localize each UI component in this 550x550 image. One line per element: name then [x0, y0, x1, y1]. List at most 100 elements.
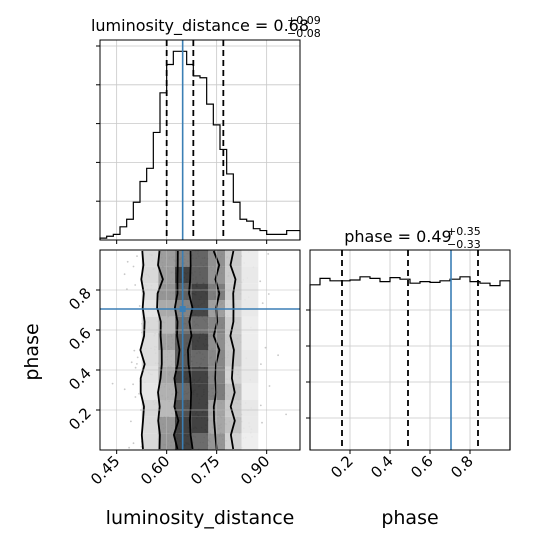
density-cell — [225, 400, 242, 417]
scatter-point — [285, 413, 287, 416]
density-cell — [191, 416, 209, 434]
density-cell — [191, 433, 209, 450]
hist3-xtick-label-1: 0.4 — [367, 452, 397, 482]
scatter-point — [133, 349, 136, 352]
scatter-point — [130, 361, 133, 364]
scatter-point — [130, 420, 132, 423]
scatter-point — [96, 432, 98, 434]
contour-2-right — [229, 250, 237, 450]
scatter-point — [136, 363, 138, 365]
scatter-point — [134, 396, 137, 398]
phase-histogram-step — [309, 276, 511, 450]
contour-2-left — [139, 250, 146, 450]
scatter-point — [260, 363, 262, 365]
scatter-point — [261, 421, 263, 424]
density-cell — [241, 283, 259, 300]
joint-ytick-label-1: 0.4 — [65, 364, 95, 394]
luminosity-distance-histogram-step — [99, 50, 301, 240]
luminosity-distance-title-name: luminosity_distance — [91, 16, 250, 36]
density-cell — [141, 283, 159, 300]
luminosity-distance-histogram-frame — [99, 39, 301, 241]
scatter-point — [138, 305, 141, 307]
density-cell — [241, 433, 259, 450]
scatter-point — [132, 442, 135, 445]
density-cell — [241, 333, 259, 350]
density-cell — [141, 266, 159, 284]
phase-title: phase = 0.49 — [344, 227, 451, 246]
contour-0-right — [187, 250, 194, 450]
scatter-point — [267, 253, 270, 255]
density-cell — [225, 333, 242, 350]
x-axis-label-luminosity-distance: luminosity_distance — [106, 507, 295, 529]
density-cell — [191, 266, 209, 284]
density-cell — [191, 383, 209, 400]
scatter-point — [132, 265, 135, 268]
density-cell — [241, 250, 259, 267]
joint-xtick-label-0: 0.45 — [87, 452, 123, 488]
density-cell — [141, 433, 159, 450]
joint-xtick-label-1: 0.60 — [137, 452, 173, 488]
density-cell — [191, 350, 209, 367]
hist3-xtick-label-3: 0.8 — [447, 452, 477, 482]
luminosity-distance-quantile-lines — [165, 40, 225, 240]
density-cell — [225, 250, 242, 267]
scatter-point — [136, 255, 138, 257]
density-cell — [141, 333, 159, 350]
scatter-point — [123, 273, 126, 276]
joint-ytick-label-3: 0.8 — [65, 284, 95, 314]
density-cell — [225, 433, 242, 450]
contour-1-left — [156, 250, 164, 450]
scatter-point — [138, 392, 141, 395]
luminosity-distance-title-eq: = — [250, 16, 274, 35]
joint-frame — [99, 249, 301, 451]
density-cell — [241, 266, 259, 284]
density-cell — [241, 366, 259, 384]
density-cell — [141, 400, 159, 417]
density-cell — [141, 366, 159, 384]
scatter-point — [123, 388, 126, 391]
phase-quantile-lines — [341, 250, 479, 450]
hist3-xtick-label-2: 0.6 — [407, 452, 437, 482]
scatter-point — [277, 354, 279, 357]
luminosity-distance-median: 0.68 — [273, 16, 309, 35]
joint-y-ticks: 0.2 0.4 0.6 0.8 — [65, 284, 100, 434]
scatter-point — [128, 446, 131, 449]
density-cell — [191, 366, 209, 384]
phase-err-minus: −0.33 — [447, 238, 481, 251]
luminosity-distance-histogram-panel: luminosity_distance = 0.68 +0.09 −0.08 — [91, 14, 321, 244]
density-cell — [141, 416, 159, 434]
density-cell — [225, 366, 242, 384]
scatter-point — [111, 382, 114, 385]
joint-xtick-label-2: 0.75 — [187, 452, 223, 488]
hist3-xtick-label-0: 0.2 — [327, 452, 357, 482]
phase-title-eq: = — [393, 227, 417, 246]
joint-x-ticks: 0.45 0.60 0.75 0.90 — [87, 450, 273, 488]
scatter-point — [259, 280, 262, 283]
density-cell — [241, 416, 259, 434]
phase-median: 0.49 — [416, 227, 452, 246]
scatter-point — [98, 401, 100, 403]
density-cell — [241, 383, 259, 400]
density-cell — [191, 316, 209, 334]
density-cell — [141, 316, 159, 334]
density-cell — [191, 283, 209, 300]
contour-0-left — [173, 250, 181, 450]
density-cell — [141, 350, 159, 367]
joint-ytick-label-0: 0.2 — [65, 404, 95, 434]
scatter-point — [126, 288, 128, 290]
density-cell — [241, 350, 259, 367]
scatter-point — [134, 366, 137, 369]
density-cell — [191, 333, 209, 350]
scatter-point — [267, 293, 270, 295]
density-cell — [141, 383, 159, 400]
phase-histogram-grid — [310, 250, 510, 450]
luminosity-distance-histogram-ticks — [96, 45, 268, 244]
phase-histogram-panel: 0.2 0.4 0.6 0.8 phase = 0.49 +0.35 −0.33 ph… — [306, 225, 511, 529]
density-cell — [191, 250, 209, 267]
scatter-point — [132, 383, 135, 386]
scatter-point — [259, 404, 262, 407]
density-cell — [191, 400, 209, 417]
x-axis-label-phase: phase — [381, 507, 438, 529]
joint-truth-marker — [179, 306, 186, 312]
